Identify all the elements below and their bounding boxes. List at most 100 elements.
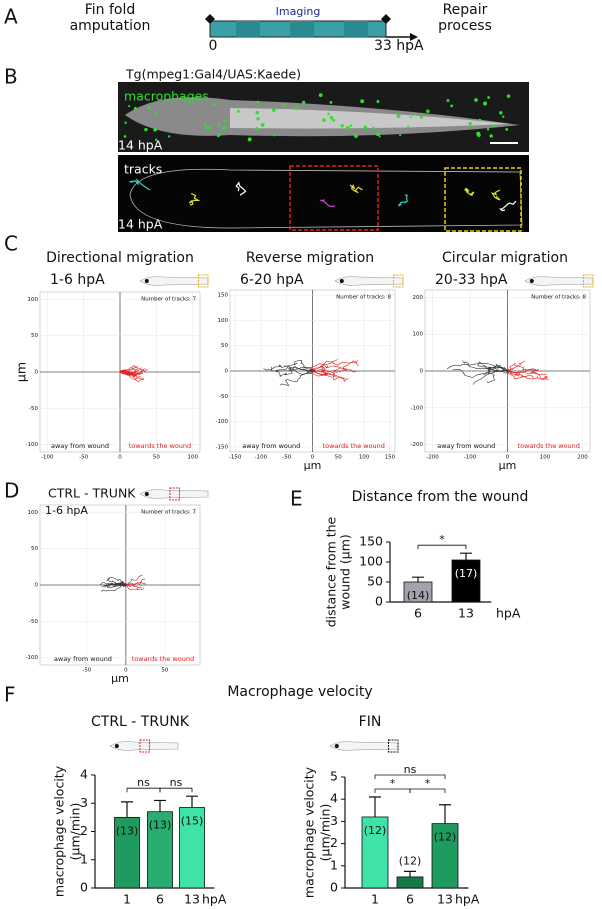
cell — [478, 118, 482, 122]
x-tick-label: 13 — [437, 892, 453, 907]
cell — [123, 135, 127, 138]
bar — [114, 816, 140, 889]
x-tick-label: -100 — [255, 455, 268, 461]
track-illustration — [461, 360, 510, 372]
cell-illustration — [123, 93, 517, 212]
fish-eye — [144, 279, 149, 283]
bar — [147, 811, 173, 889]
y-tick-label: 0 — [225, 369, 229, 375]
track-illustration — [464, 187, 475, 197]
cell — [450, 104, 454, 108]
cell — [282, 104, 286, 107]
cell — [203, 122, 206, 126]
y-tick-label: -150 — [216, 444, 229, 450]
tracks-label: Number of tracks: 8 — [336, 295, 391, 301]
region-box — [582, 274, 594, 288]
y-tick-label: 5 — [330, 769, 338, 784]
cell — [217, 123, 221, 127]
y-tick-label: 3 — [330, 813, 338, 828]
track-illustration — [507, 360, 526, 372]
bar — [451, 559, 481, 603]
y-axis-label: macrophage velocity — [52, 765, 67, 897]
error-bar — [154, 799, 166, 812]
significance-bracket — [417, 544, 467, 550]
track-illustration — [119, 370, 144, 377]
cell — [322, 118, 326, 122]
cell — [349, 124, 353, 127]
tracks-label: Number of tracks: 7 — [141, 510, 196, 516]
cell — [124, 121, 127, 124]
y-tick-label: 100 — [218, 318, 229, 324]
significance-bracket — [409, 788, 446, 793]
away-label: away from wound — [54, 655, 112, 663]
tracks-label: Number of tracks: 8 — [531, 295, 586, 301]
n-label: (13) — [116, 824, 139, 837]
x-tick-label: 200 — [577, 455, 588, 461]
n-label: (14) — [407, 589, 430, 602]
y-tick-label: 50 — [31, 546, 38, 552]
y-tick-label: 1 — [80, 851, 88, 866]
cell — [505, 128, 509, 131]
region-box — [387, 739, 399, 753]
y-tick-label: -50 — [29, 619, 38, 625]
cell — [224, 120, 227, 123]
x-tick-label: -100 — [41, 455, 54, 461]
y-tick-label: 150 — [359, 534, 383, 549]
cell — [216, 134, 220, 138]
y-tick-label: -50 — [29, 406, 38, 412]
error-bar — [121, 801, 133, 818]
y-tick-label: -200 — [411, 442, 424, 448]
cell — [222, 125, 227, 130]
axis-label: µm — [14, 362, 29, 382]
y-tick-label: 150 — [218, 293, 229, 299]
x-tick-label: -150 — [229, 455, 242, 461]
cell — [354, 134, 358, 138]
y-tick-label: 100 — [359, 554, 383, 569]
cell — [346, 125, 350, 130]
plot-title: Directional migration — [46, 250, 194, 266]
y-tick-label: 100 — [28, 510, 39, 516]
time-label: 6-20 hpA — [240, 272, 304, 288]
x-tick-label: -200 — [426, 455, 439, 461]
cell — [468, 121, 472, 126]
y-tick-label: 50 — [367, 574, 383, 589]
track-illustration — [312, 370, 349, 382]
cell — [396, 114, 401, 118]
x-tick-label: 6 — [406, 892, 414, 907]
y-tick-label: -100 — [26, 442, 39, 448]
x-tick-label: -100 — [464, 455, 477, 461]
panel-letter: E — [290, 487, 303, 511]
cell — [294, 106, 299, 111]
significance-bracket — [374, 774, 446, 779]
cell — [167, 135, 171, 138]
cell — [144, 127, 148, 132]
towards-label: towards the wound — [518, 442, 580, 450]
x-tick-label: 0 — [118, 455, 122, 461]
track-illustration — [125, 584, 141, 591]
x-tick-label: 100 — [359, 455, 370, 461]
y-axis-label: distance from the — [324, 516, 339, 627]
error-bar — [439, 804, 451, 824]
x-tick-label: 0 — [124, 668, 128, 674]
cell — [363, 125, 368, 130]
error-bar — [460, 552, 472, 560]
track-illustration — [477, 361, 508, 372]
cell — [212, 102, 216, 106]
fish-eye — [114, 744, 119, 748]
track-illustration — [125, 583, 144, 590]
chart-title: CTRL - TRUNK — [91, 714, 190, 730]
panel-letter: C — [4, 232, 18, 256]
track-illustration — [309, 367, 338, 376]
x-tick-label: 150 — [385, 455, 396, 461]
cell — [256, 117, 260, 121]
region-box — [169, 487, 180, 501]
error-bar — [412, 576, 424, 582]
cell — [318, 93, 323, 98]
region-box — [392, 274, 404, 288]
label: tracks — [124, 162, 162, 177]
track-illustration — [275, 366, 313, 378]
cell — [329, 116, 334, 120]
cell — [487, 96, 490, 99]
track-illustration — [129, 177, 151, 191]
significance-label: * — [439, 533, 445, 546]
